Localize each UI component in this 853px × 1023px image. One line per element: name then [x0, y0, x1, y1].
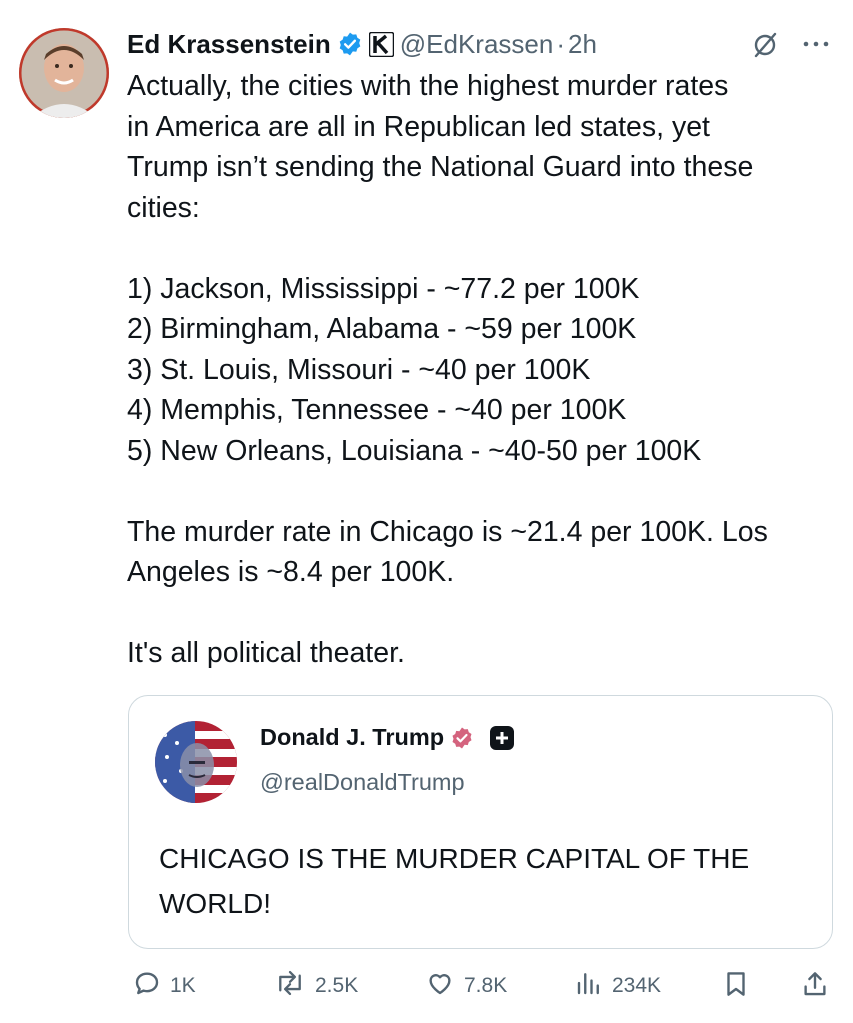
- quoted-author-name[interactable]: Donald J. Trump: [260, 724, 445, 750]
- more-icon[interactable]: [801, 36, 831, 54]
- verified-badge-icon[interactable]: [337, 31, 363, 57]
- bookmark-icon: [721, 968, 751, 1006]
- timestamp[interactable]: 2h: [568, 28, 597, 59]
- bookmark-button[interactable]: [721, 968, 751, 1006]
- quote-verified-badge-icon[interactable]: [450, 726, 474, 750]
- tweet-text: Actually, the cities with the highest mu…: [127, 70, 768, 669]
- like-count: 7.8K: [464, 974, 508, 997]
- share-button[interactable]: [800, 968, 830, 1006]
- like-icon: [424, 968, 456, 1004]
- plus-badge-icon[interactable]: [490, 725, 515, 750]
- grok-icon[interactable]: [750, 30, 780, 65]
- handle-and-time: @EdKrassen · 2h: [400, 29, 597, 60]
- reply-button[interactable]: 1K: [132, 968, 196, 1004]
- author-handle[interactable]: @EdKrassen: [399, 28, 554, 59]
- reply-count: 1K: [170, 974, 196, 997]
- action-bar: 1K 2.5K 7.8K 234K: [0, 958, 853, 1014]
- quoted-author-row: Donald J. Trump: [260, 724, 515, 751]
- author-name[interactable]: Ed Krassenstein: [127, 28, 331, 59]
- separator-dot: ·: [556, 28, 565, 59]
- tweet-header: Ed Krassenstein @EdKrassen · 2h: [127, 22, 597, 66]
- views-count: 234K: [612, 974, 662, 997]
- like-button[interactable]: 7.8K: [424, 968, 507, 1004]
- author-avatar[interactable]: [19, 28, 109, 118]
- quoted-author-handle[interactable]: @realDonaldTrump: [260, 769, 465, 795]
- share-icon: [800, 968, 830, 1006]
- quoted-author-avatar[interactable]: [155, 721, 237, 803]
- quoted-post[interactable]: Donald J. Trump @realDonaldTrump CHICAGO…: [128, 695, 833, 949]
- views-icon: [574, 968, 604, 1004]
- quoted-post-text: CHICAGO IS THE MURDER CAPITAL OF THE WOR…: [159, 843, 750, 919]
- repost-icon: [273, 968, 307, 1004]
- repost-button[interactable]: 2.5K: [273, 968, 358, 1004]
- repost-count: 2.5K: [315, 974, 359, 997]
- views-button[interactable]: 234K: [574, 968, 661, 1004]
- k-affiliate-badge-icon[interactable]: [368, 31, 394, 57]
- reply-icon: [132, 968, 162, 1004]
